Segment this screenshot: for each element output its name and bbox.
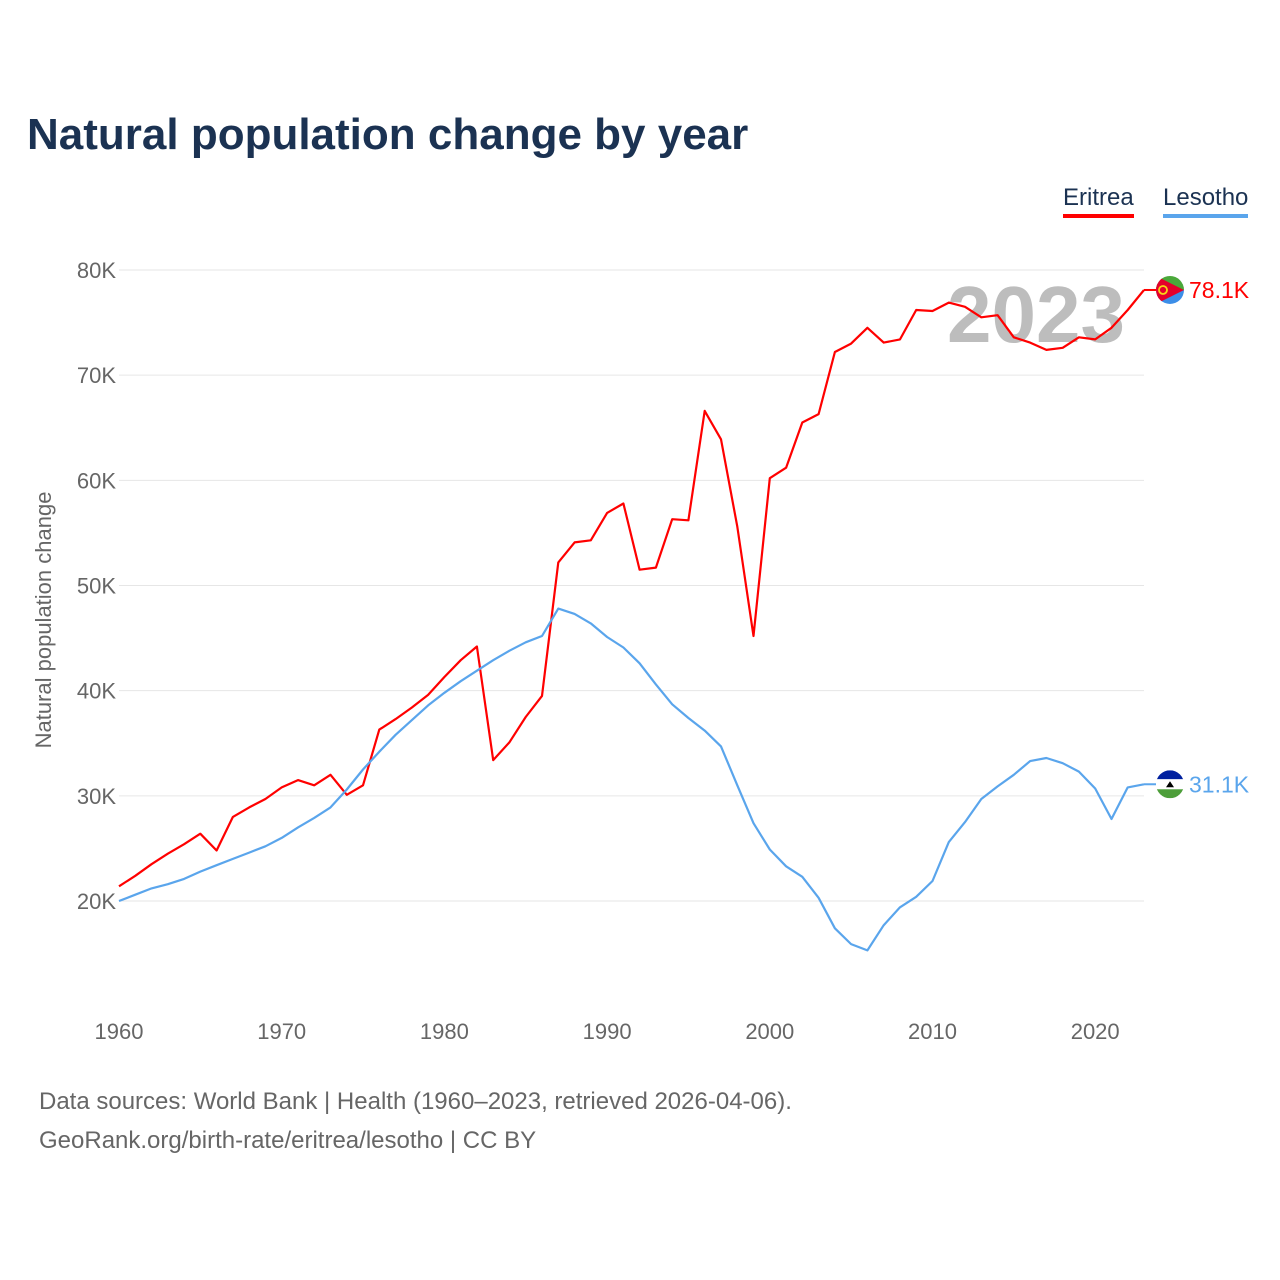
lesotho-flag-icon [1156,770,1184,799]
end-value-label: 78.1K [1189,277,1250,303]
x-tick-label: 2000 [745,1019,794,1044]
y-tick-label: 80K [77,258,116,283]
y-tick-label: 30K [77,784,116,809]
x-tick-label: 1970 [257,1019,306,1044]
y-axis-label: Natural population change [31,492,56,749]
end-value-label: 31.1K [1189,771,1250,797]
x-tick-label: 1980 [420,1019,469,1044]
series-line-lesotho [118,607,1145,952]
series-line-eritrea [118,289,1145,888]
x-tick-label: 2020 [1071,1019,1120,1044]
x-tick-label: 1960 [95,1019,144,1044]
legend-item-lesotho[interactable]: Lesotho [1163,184,1249,218]
source-line-1: Data sources: World Bank | Health (1960–… [39,1088,792,1115]
chart-title: Natural population change by year [27,110,749,159]
x-tick-label: 2010 [908,1019,957,1044]
y-tick-label: 20K [77,889,116,914]
x-tick-label: 1990 [583,1019,632,1044]
source-line-2[interactable]: GeoRank.org/birth-rate/eritrea/lesotho |… [39,1127,537,1154]
y-tick-label: 40K [77,679,116,704]
eritrea-flag-icon [1156,275,1184,304]
y-tick-label: 50K [77,574,116,599]
legend-item-eritrea[interactable]: Eritrea [1063,184,1134,218]
y-tick-label: 60K [77,468,116,493]
y-tick-label: 70K [77,363,116,388]
